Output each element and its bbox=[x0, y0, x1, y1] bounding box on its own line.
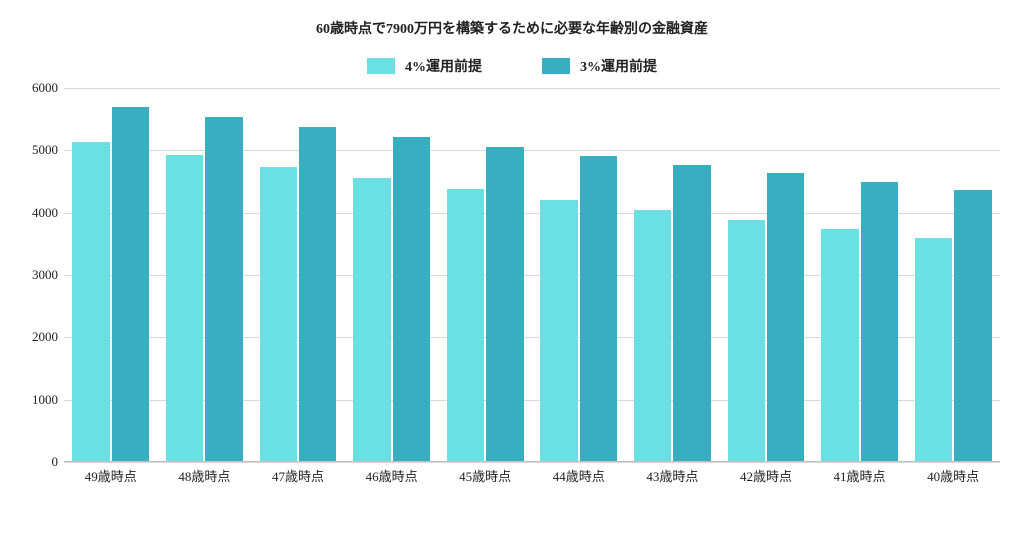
bar bbox=[112, 107, 149, 462]
bar bbox=[447, 189, 484, 462]
bar bbox=[915, 238, 952, 462]
x-tick-label: 41歳時点 bbox=[813, 462, 907, 488]
x-tick-label: 48歳時点 bbox=[158, 462, 252, 488]
bar bbox=[393, 137, 430, 462]
bar bbox=[205, 117, 242, 462]
bar bbox=[634, 210, 671, 462]
x-axis-labels: 49歳時点48歳時点47歳時点46歳時点45歳時点44歳時点43歳時点42歳時点… bbox=[64, 462, 1000, 488]
bar-group bbox=[64, 88, 158, 462]
bar-group bbox=[251, 88, 345, 462]
x-tick-label: 46歳時点 bbox=[345, 462, 439, 488]
bar bbox=[486, 147, 523, 462]
x-tick-label: 40歳時点 bbox=[906, 462, 1000, 488]
x-tick-label: 45歳時点 bbox=[438, 462, 532, 488]
x-tick-label: 42歳時点 bbox=[719, 462, 813, 488]
bar bbox=[353, 178, 390, 462]
bar-group bbox=[158, 88, 252, 462]
plot-area: 0100020003000400050006000 49歳時点48歳時点47歳時… bbox=[64, 88, 1000, 488]
bar-group bbox=[438, 88, 532, 462]
bar bbox=[299, 127, 336, 462]
chart-title: 60歳時点で7900万円を構築するために必要な年齢別の金融資産 bbox=[14, 18, 1010, 38]
legend-label-series-0: 4%運用前提 bbox=[405, 56, 482, 76]
x-tick-label: 44歳時点 bbox=[532, 462, 626, 488]
legend-swatch-series-1 bbox=[542, 58, 570, 74]
bar-group bbox=[813, 88, 907, 462]
legend-item-series-1: 3%運用前提 bbox=[542, 56, 657, 76]
y-tick-label: 5000 bbox=[14, 142, 58, 158]
bar bbox=[954, 190, 991, 462]
bar bbox=[166, 155, 203, 462]
legend-swatch-series-0 bbox=[367, 58, 395, 74]
bar bbox=[72, 142, 109, 462]
x-tick-label: 47歳時点 bbox=[251, 462, 345, 488]
y-tick-label: 0 bbox=[14, 454, 58, 470]
x-tick-label: 43歳時点 bbox=[626, 462, 720, 488]
bar-group bbox=[906, 88, 1000, 462]
bar bbox=[861, 182, 898, 463]
bar bbox=[260, 167, 297, 462]
legend-item-series-0: 4%運用前提 bbox=[367, 56, 482, 76]
bar-group bbox=[719, 88, 813, 462]
bar-group bbox=[345, 88, 439, 462]
x-tick-label: 49歳時点 bbox=[64, 462, 158, 488]
y-tick-label: 4000 bbox=[14, 205, 58, 221]
legend-label-series-1: 3%運用前提 bbox=[580, 56, 657, 76]
bar bbox=[821, 229, 858, 462]
y-tick-label: 6000 bbox=[14, 80, 58, 96]
bar bbox=[540, 200, 577, 462]
legend: 4%運用前提 3%運用前提 bbox=[14, 56, 1010, 76]
y-tick-label: 3000 bbox=[14, 267, 58, 283]
bar-group bbox=[532, 88, 626, 462]
bar bbox=[580, 156, 617, 462]
bar bbox=[673, 165, 710, 462]
bar bbox=[728, 220, 765, 462]
bar bbox=[767, 173, 804, 462]
chart-container: 60歳時点で7900万円を構築するために必要な年齢別の金融資産 4%運用前提 3… bbox=[0, 0, 1024, 538]
y-tick-label: 1000 bbox=[14, 392, 58, 408]
bars-area bbox=[64, 88, 1000, 462]
y-tick-label: 2000 bbox=[14, 329, 58, 345]
bar-group bbox=[626, 88, 720, 462]
